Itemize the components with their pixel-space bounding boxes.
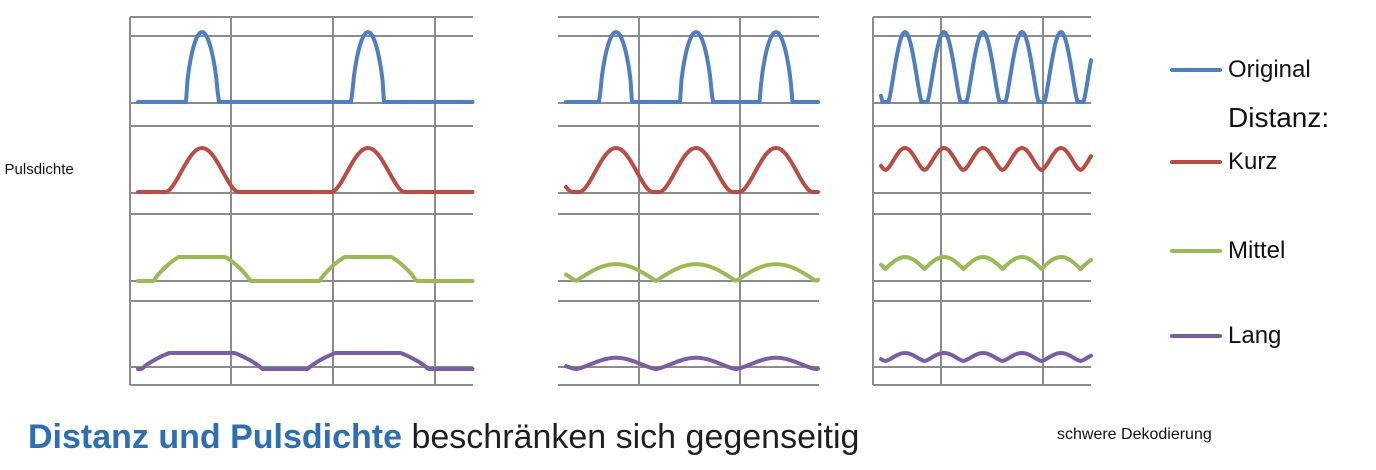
legend-item-mittel: Mittel [1170,236,1285,266]
headline-rest: beschränken sich gegenseitig [402,418,860,456]
pulse-diagram [129,16,1093,386]
legend-item-lang: Lang [1170,321,1281,351]
signal-kurz-medium-density [564,146,820,194]
signal-mittel-medium-density [564,262,820,283]
signal-lang-low-density [136,351,475,371]
legend-label-kurz: Kurz [1228,148,1278,175]
signal-lang-high-density [879,351,1093,363]
legend-item-kurz: Kurz [1170,147,1277,177]
signal-mittel-high-density [879,255,1093,271]
signal-lang-medium-density [564,355,820,371]
signal-kurz-high-density [879,146,1093,172]
legend-label-lang: Lang [1228,322,1282,349]
legend-heading: Distanz: [1228,102,1330,133]
signal-mittel-low-density [136,255,475,283]
side-label: e Pulsdichte [0,161,74,178]
headline-accent: Distanz und Pulsdichte [28,418,403,456]
legend-label-mittel: Mittel [1228,237,1286,264]
legend-item-original: Original [1170,55,1311,85]
note-text: schwere Dekodierung [1057,426,1212,443]
legend-swatch-mittel [1170,249,1222,253]
signal-original-high-density [879,30,1093,104]
legend-swatch-lang [1170,334,1222,338]
legend-swatch-kurz [1170,160,1222,164]
legend-swatch-original [1170,68,1222,72]
legend-label-original: Original [1228,56,1311,83]
signal-original-low-density [136,30,475,104]
headline: Distanz und Pulsdichte beschränken sich … [28,418,859,457]
signal-kurz-low-density [136,146,475,194]
signal-original-medium-density [564,30,820,104]
